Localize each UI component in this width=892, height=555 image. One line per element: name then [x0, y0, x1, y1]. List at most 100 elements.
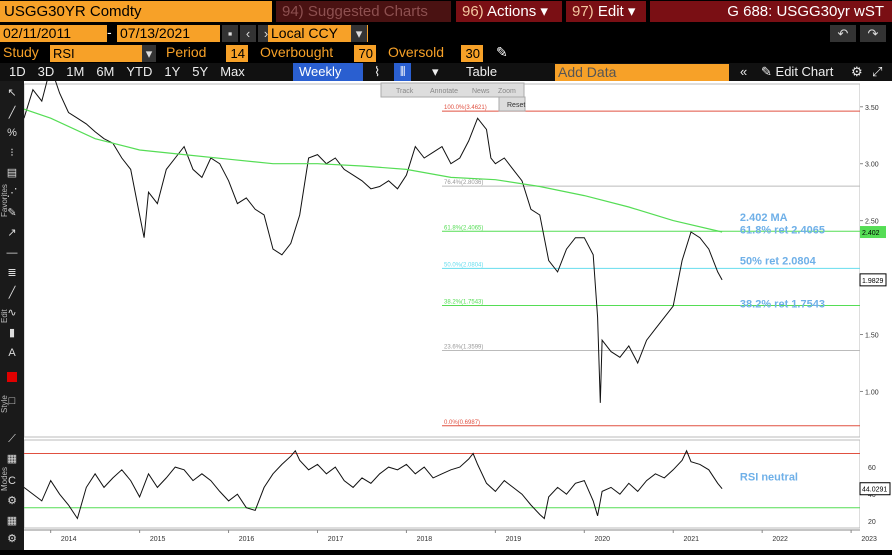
period-input[interactable]: 14: [226, 45, 248, 62]
fib-tool-icon[interactable]: ≣: [7, 267, 17, 279]
study-caret-icon[interactable]: ▾: [142, 45, 156, 62]
period-1m[interactable]: 1M: [66, 64, 85, 79]
fib-label: 50.0%(2.0804): [444, 262, 483, 268]
overbought-input[interactable]: 70: [354, 45, 376, 62]
x-tick-label: 2020: [595, 536, 611, 543]
period-3d[interactable]: 3D: [37, 64, 55, 79]
chart-svg[interactable]: 100.0%(3.4621) 76.4%(2.8036) 61.8%(2.4065)…: [23, 65, 892, 550]
edit-chart-button[interactable]: ✎ Edit Chart: [755, 63, 839, 81]
rsi-value-label: 44.0291: [862, 487, 887, 494]
line-tool-icon[interactable]: ╱: [8, 107, 16, 119]
actions-menu[interactable]: 96) Actions ▾: [456, 1, 562, 22]
study-label: Study: [3, 44, 39, 60]
copy-icon[interactable]: C: [8, 475, 16, 487]
study-select[interactable]: RSI: [50, 45, 142, 62]
edit-caret-icon: ▾: [627, 3, 636, 20]
square-icon[interactable]: □: [8, 395, 16, 407]
period-max[interactable]: Max: [220, 64, 245, 79]
percent-tool-icon[interactable]: %: [7, 127, 17, 139]
y-tick-label: 3.50: [865, 105, 879, 112]
study-bar: Study RSI ▾ Period 14 Overbought 70 Over…: [0, 43, 892, 63]
collapse-icon[interactable]: «: [740, 64, 748, 79]
arrow-tool-icon[interactable]: ↗: [7, 227, 17, 239]
x-tick-label: 2021: [683, 536, 699, 543]
rsi-tick-label: 60: [868, 465, 876, 472]
cursor-icon[interactable]: ↖: [7, 87, 17, 99]
x-tick-label: 2023: [861, 536, 877, 543]
mini-track[interactable]: Track: [396, 88, 414, 95]
eraser-tool-icon[interactable]: ▮: [8, 327, 16, 339]
fib-label: 23.6%(1.3599): [444, 344, 483, 350]
currency-select[interactable]: Local CCY: [268, 25, 368, 42]
frequency-select[interactable]: Weekly ▼: [293, 63, 363, 97]
hline-tool-icon[interactable]: —: [6, 247, 18, 259]
period-1y[interactable]: 1Y: [164, 64, 181, 79]
frequency-label: Weekly: [299, 64, 342, 79]
brush-tool-icon[interactable]: ⋰: [6, 187, 18, 199]
overbought-label: Overbought: [260, 44, 334, 60]
period-ytd[interactable]: YTD: [126, 64, 153, 79]
mini-news[interactable]: News: [472, 88, 490, 95]
currency-label: Local CCY: [271, 25, 338, 41]
fib-label: 76.4%(2.8036): [444, 180, 483, 186]
suggested-charts-label: Suggested Charts: [307, 3, 428, 20]
grid-icon[interactable]: ▦: [6, 453, 18, 465]
bar-chart-icon[interactable]: ⫴: [394, 63, 412, 81]
ticker-input[interactable]: USGG30YR Comdty: [0, 1, 272, 22]
add-data-input[interactable]: Add Data: [555, 64, 729, 81]
start-date-input[interactable]: 02/11/2011: [0, 25, 107, 42]
ma-series-line: [23, 108, 723, 233]
edit-num: 97): [572, 3, 594, 20]
x-tick-label: 2017: [328, 536, 344, 543]
title-bar: USGG30YR Comdty 94) Suggested Charts 96)…: [0, 0, 892, 23]
actions-num: 96): [462, 3, 484, 20]
fib-label: 0.0%(0.6987): [444, 420, 480, 426]
channel-tool-icon[interactable]: ▤: [6, 167, 18, 179]
fib-label: 100.0%(3.4621): [444, 105, 487, 111]
text-tool-icon[interactable]: A: [8, 347, 16, 359]
reset-button[interactable]: Reset: [507, 102, 525, 109]
gear-icon[interactable]: ⚙: [7, 533, 17, 545]
mini-toolbar: Track Annotate News Zoom Reset: [380, 82, 526, 112]
rsi-series-line: [23, 449, 723, 520]
mini-zoom[interactable]: Zoom: [498, 88, 516, 95]
period-1d[interactable]: 1D: [9, 64, 26, 79]
oversold-input[interactable]: 30: [461, 45, 483, 62]
price-series-line: [23, 65, 723, 403]
chart-type-caret-icon[interactable]: ▾: [432, 64, 439, 79]
line-chart-icon[interactable]: ⌇: [374, 64, 381, 79]
calendar-icon[interactable]: ▪: [222, 25, 238, 42]
main-panel: [23, 83, 861, 438]
pencil-icon[interactable]: ✎: [496, 44, 508, 60]
table-button[interactable]: Table: [466, 64, 498, 79]
pencil-tool-icon[interactable]: ✎: [7, 207, 17, 219]
end-date-input[interactable]: 07/13/2021: [117, 25, 220, 42]
date-range-bar: 02/11/2011 - 07/13/2021 ▪ ‹ › Local CCY …: [0, 23, 892, 43]
ma-value-badge: [860, 226, 886, 239]
color-red-icon[interactable]: [2, 371, 22, 387]
grid2-icon[interactable]: ▦: [6, 515, 18, 527]
mode-settings-icon[interactable]: ⚙: [7, 495, 17, 507]
currency-caret-icon[interactable]: ▾: [351, 25, 367, 42]
suggested-charts-num: 94): [282, 3, 304, 20]
rsi-tick-label: 40: [868, 492, 876, 499]
mini-annotate[interactable]: Annotate: [430, 88, 458, 95]
bullet-tool-icon[interactable]: ⁝: [10, 147, 14, 159]
diagonal-icon[interactable]: ⟋: [8, 433, 16, 445]
redo-icon[interactable]: ↷: [860, 25, 886, 42]
period-5y[interactable]: 5Y: [192, 64, 209, 79]
last-value-label: 1.9829: [862, 278, 884, 285]
edit-menu[interactable]: 97) Edit ▾: [566, 1, 646, 22]
x-tick-label: 2019: [506, 536, 522, 543]
rsi-panel: [23, 439, 861, 529]
chart-area[interactable]: 100.0%(3.4621) 76.4%(2.8036) 61.8%(2.4065)…: [23, 65, 892, 550]
x-tick-label: 2014: [61, 536, 77, 543]
wave-tool-icon[interactable]: ∿: [7, 307, 17, 319]
undo-icon[interactable]: ↶: [830, 25, 856, 42]
suggested-charts-button[interactable]: 94) Suggested Charts: [276, 1, 451, 22]
line2-tool-icon[interactable]: ╱: [8, 287, 16, 299]
settings-icon[interactable]: ⚙: [851, 64, 863, 79]
expand-icon[interactable]: ⤢: [872, 64, 883, 79]
period-6m[interactable]: 6M: [96, 64, 115, 79]
chevron-left-icon[interactable]: ‹: [240, 25, 256, 42]
